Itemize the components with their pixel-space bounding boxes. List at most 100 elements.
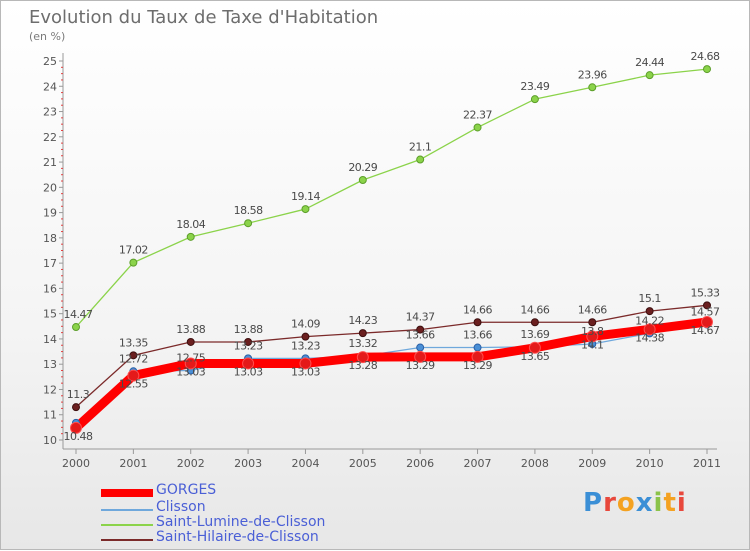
data-label: 14.67 [691, 324, 720, 337]
legend-swatch [101, 523, 153, 526]
data-point [416, 155, 425, 164]
data-point [471, 350, 484, 363]
y-tick-label: 22 [43, 131, 57, 144]
data-point [242, 357, 255, 370]
legend-label: Saint-Lumine-de-Clisson [156, 514, 326, 530]
y-tick-label: 11 [43, 409, 57, 422]
x-tick-label: 2011 [693, 457, 721, 470]
data-label: 14.1 [581, 338, 604, 351]
legend-swatch [101, 538, 153, 541]
data-label: 12.72 [119, 352, 148, 365]
data-label: 14.23 [348, 314, 377, 327]
data-label: 19.14 [291, 190, 320, 203]
data-point [416, 343, 425, 352]
data-label: 15.33 [691, 286, 720, 299]
logo-letter: r [603, 488, 617, 518]
data-point [473, 318, 482, 327]
data-point [186, 337, 195, 346]
data-label: 18.58 [234, 204, 263, 217]
data-label: 13.29 [463, 359, 492, 372]
x-tick-label: 2001 [119, 457, 147, 470]
y-tick-label: 25 [43, 55, 57, 68]
data-point [70, 421, 82, 434]
data-label: 13.23 [234, 339, 263, 352]
data-point [244, 219, 253, 228]
data-point [301, 332, 310, 341]
data-point [645, 71, 654, 80]
data-point [356, 351, 369, 364]
legend-swatch [101, 508, 153, 511]
data-label: 14.37 [406, 311, 435, 324]
legend-swatch [101, 488, 153, 497]
y-tick-label: 17 [43, 257, 57, 270]
chart-subtitle: (en %) [29, 30, 66, 43]
data-label: 21.1 [409, 141, 432, 154]
data-label: 14.47 [64, 308, 93, 321]
data-point [473, 123, 482, 132]
data-label: 13.8 [581, 325, 604, 338]
y-tick-label: 10 [43, 434, 57, 447]
x-tick-label: 2006 [406, 457, 434, 470]
data-point [588, 83, 597, 92]
data-label: 14.66 [578, 303, 607, 316]
data-point [703, 65, 711, 74]
legend-label: Clisson [156, 499, 206, 515]
data-point [72, 403, 80, 412]
logo-letter: x [635, 488, 654, 518]
data-label: 13.88 [234, 323, 263, 336]
data-point [473, 343, 482, 352]
x-tick-label: 2007 [464, 457, 492, 470]
y-tick-label: 12 [43, 383, 57, 396]
data-label: 23.96 [578, 68, 607, 81]
data-point [358, 329, 367, 338]
y-tick-label: 23 [43, 106, 57, 119]
data-label: 13.28 [348, 359, 377, 372]
data-point [186, 232, 195, 241]
data-label: 13.66 [463, 329, 492, 342]
data-point [414, 350, 427, 363]
data-point [703, 301, 711, 310]
y-tick-label: 18 [43, 232, 57, 245]
data-point [244, 337, 253, 346]
data-label: 13.69 [520, 328, 549, 341]
chart-title: Evolution du Taux de Taxe d'Habitation [29, 7, 379, 28]
y-tick-label: 15 [43, 308, 57, 321]
data-label: 14.66 [520, 303, 549, 316]
data-point [301, 205, 310, 214]
data-label: 14.66 [463, 303, 492, 316]
data-label: 13.66 [406, 329, 435, 342]
data-label: 15.1 [638, 292, 661, 305]
data-point [129, 258, 138, 267]
data-point [645, 307, 654, 316]
series-line-1 [75, 323, 708, 424]
x-tick-label: 2002 [177, 457, 205, 470]
y-tick-label: 24 [43, 80, 57, 93]
data-label: 13.03 [291, 365, 320, 378]
logo-letter: i [676, 488, 687, 518]
data-point [127, 369, 140, 382]
data-label: 12.55 [119, 378, 148, 391]
data-label: 13.88 [176, 323, 205, 336]
x-tick-label: 2008 [521, 457, 549, 470]
data-label: 24.68 [691, 50, 720, 63]
data-point [528, 341, 541, 354]
data-label: 17.02 [119, 244, 148, 257]
x-tick-label: 2003 [234, 457, 262, 470]
series-line-0 [71, 317, 712, 433]
y-tick-label: 16 [43, 282, 57, 295]
data-label: 18.04 [176, 218, 205, 231]
data-point [530, 95, 539, 104]
y-tick-label: 19 [43, 207, 57, 220]
data-point [129, 351, 138, 360]
x-tick-label: 2005 [349, 457, 377, 470]
data-point [643, 323, 656, 336]
x-tick-label: 2000 [62, 457, 90, 470]
data-point [184, 357, 197, 370]
data-label: 12.75 [176, 352, 205, 365]
data-label: 11.3 [67, 388, 90, 401]
data-point [586, 330, 599, 343]
data-label: 14.09 [291, 318, 320, 331]
data-label: 23.49 [520, 80, 549, 93]
